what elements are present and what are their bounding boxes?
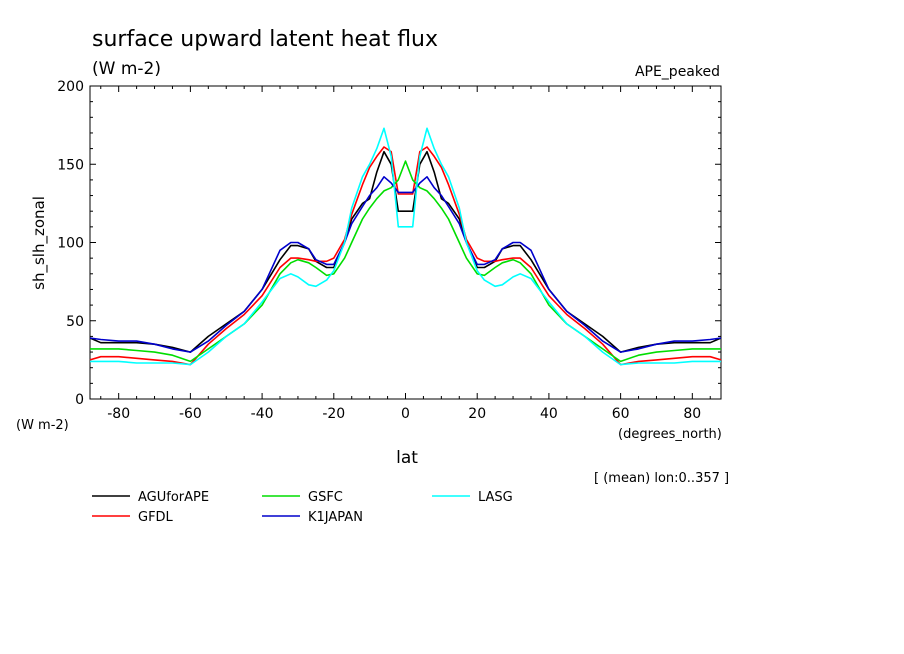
x-tick-label: -40 <box>251 406 274 422</box>
y-tick-label: 200 <box>57 79 84 95</box>
footnote: [ (mean) lon:0..357 ] <box>594 471 729 486</box>
series-line-gsfc <box>90 160 721 363</box>
x-axis-ticks: -80 -60 -40 -20 0 20 40 60 80 <box>100 86 711 422</box>
x-tick-label: -20 <box>322 406 345 422</box>
plot-frame <box>89 85 722 400</box>
y-axis-unit: (W m-2) <box>16 418 69 433</box>
series-line-gfdl <box>89 146 722 366</box>
x-tick-label: 0 <box>401 406 410 422</box>
legend-label: GFDL <box>138 510 174 525</box>
y-tick-label: 100 <box>57 236 84 252</box>
y-axis-label: sh_slh_zonal <box>30 196 49 290</box>
x-tick-label: -80 <box>107 406 130 422</box>
y-tick-label: 50 <box>66 314 84 330</box>
legend: AGUforAPE GFDL GSFC K1JAPAN LASG <box>92 490 513 525</box>
y-axis-ticks: 0 50 100 150 200 <box>57 79 721 408</box>
legend-label: LASG <box>478 490 513 505</box>
series-line-lasg <box>90 127 721 366</box>
x-axis-label: lat <box>396 448 418 468</box>
series-line-k1japan <box>89 176 722 353</box>
series-lines <box>89 127 722 366</box>
x-tick-label: 60 <box>612 406 630 422</box>
x-tick-label: 80 <box>683 406 701 422</box>
x-tick-label: -60 <box>179 406 202 422</box>
legend-label: K1JAPAN <box>308 510 363 525</box>
experiment-tag: APE_peaked <box>635 64 720 80</box>
chart-title: surface upward latent heat flux <box>92 27 438 52</box>
chart-subtitle: (W m-2) <box>92 59 161 79</box>
y-tick-label: 150 <box>57 157 84 173</box>
series-line-aguforape <box>89 150 722 353</box>
legend-label: GSFC <box>308 490 343 505</box>
x-tick-label: 20 <box>468 406 486 422</box>
legend-label: AGUforAPE <box>138 490 209 505</box>
y-tick-label: 0 <box>75 392 84 408</box>
x-axis-unit: (degrees_north) <box>618 427 722 442</box>
x-tick-label: 40 <box>540 406 558 422</box>
